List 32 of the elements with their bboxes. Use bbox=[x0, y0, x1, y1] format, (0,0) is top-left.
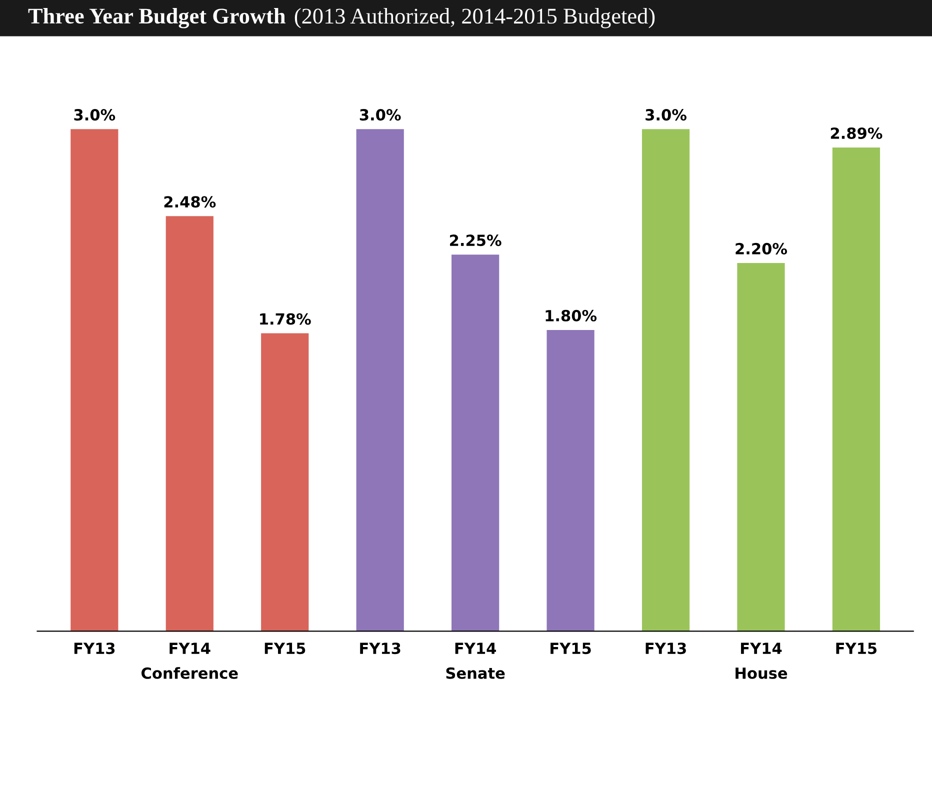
x-tick-label: FY15 bbox=[550, 642, 591, 654]
data-label: 2.20% bbox=[736, 242, 788, 254]
x-tick-label: FY15 bbox=[836, 642, 877, 654]
bar bbox=[452, 254, 500, 632]
bar bbox=[166, 216, 214, 632]
bar bbox=[642, 129, 690, 632]
text: House bbox=[736, 668, 788, 679]
data-label: 2.89% bbox=[830, 127, 882, 140]
data-label: 1.78% bbox=[260, 313, 311, 325]
bar bbox=[356, 129, 404, 632]
bar bbox=[70, 129, 118, 632]
data-label: 3.0% bbox=[74, 109, 116, 121]
data-label: 1.80% bbox=[546, 310, 597, 322]
x-tick-label: FY15 bbox=[264, 642, 306, 654]
bar bbox=[546, 330, 594, 632]
x-tick-label: FY14 bbox=[455, 642, 496, 654]
data-label: 2.48% bbox=[164, 196, 216, 208]
bar bbox=[832, 148, 880, 632]
x-tick-label: FY14 bbox=[170, 642, 210, 654]
x-tick-label: FY13 bbox=[646, 642, 686, 654]
x-tick-label: FY14 bbox=[741, 642, 782, 654]
data-label: 3.0% bbox=[360, 109, 401, 121]
text: Senate bbox=[446, 667, 505, 679]
chart-subtitle: (2013 Authorized, 2014-2015 Budgeted) bbox=[294, 8, 655, 28]
data-label: 3.0% bbox=[646, 109, 686, 121]
text: Conference bbox=[142, 667, 238, 679]
bar bbox=[261, 333, 309, 632]
x-tick-label: FY13 bbox=[74, 642, 115, 654]
data-label: 2.25% bbox=[450, 234, 502, 246]
bar bbox=[737, 263, 785, 632]
x-tick-label: FY13 bbox=[360, 642, 400, 654]
chart-title: Three Year Budget Growth bbox=[28, 8, 286, 28]
